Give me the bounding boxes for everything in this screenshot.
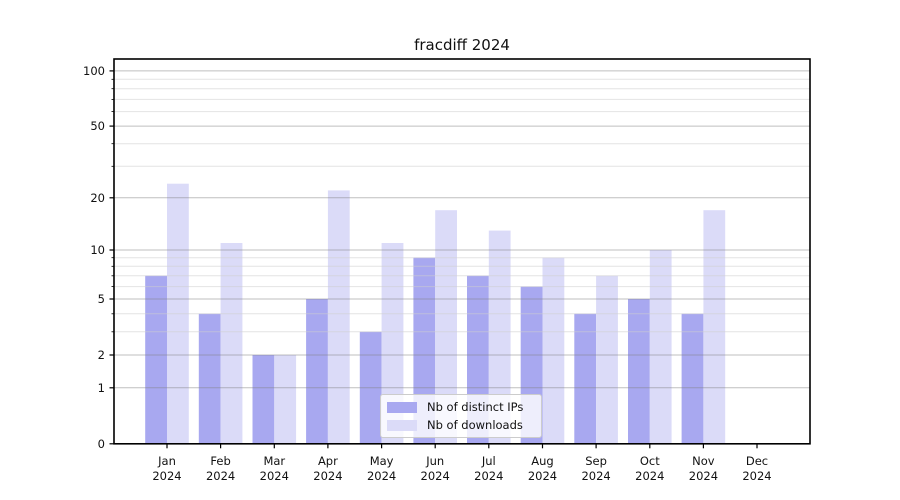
legend-label-distinct-ips: Nb of distinct IPs <box>427 400 524 414</box>
x-tick-label-year: 2024 <box>206 469 235 483</box>
y-tick-label: 1 <box>98 381 105 395</box>
y-tick-label: 2 <box>98 348 105 362</box>
x-tick-label-year: 2024 <box>689 469 718 483</box>
y-tick-label: 0 <box>98 437 105 451</box>
bar-distinct-ips-feb <box>198 313 221 444</box>
y-tick-label: 20 <box>90 191 105 205</box>
bar-distinct-ips-nov <box>681 313 704 444</box>
bar-downloads-may <box>381 243 404 444</box>
x-tick-label-month: Nov <box>692 454 715 468</box>
x-tick-label-year: 2024 <box>367 469 396 483</box>
x-tick-label-year: 2024 <box>474 469 503 483</box>
bar-downloads-nov <box>703 210 726 444</box>
x-tick-label-month: Apr <box>318 454 338 468</box>
x-tick-label-year: 2024 <box>528 469 557 483</box>
bar-downloads-mar <box>274 355 297 444</box>
bar-downloads-aug <box>542 257 565 444</box>
bar-distinct-ips-mar <box>252 355 275 444</box>
x-tick-label-year: 2024 <box>152 469 181 483</box>
x-tick-label-year: 2024 <box>742 469 771 483</box>
x-tick-label-month: Sep <box>585 454 607 468</box>
legend-entry-downloads: Nb of downloads <box>387 418 541 432</box>
x-tick-label-year: 2024 <box>635 469 664 483</box>
bar-downloads-jun <box>435 210 457 444</box>
x-tick-label-month: Aug <box>531 454 553 468</box>
chart-title: fracdiff 2024 <box>414 36 510 54</box>
bar-downloads-feb <box>220 243 243 444</box>
x-tick-label-month: Oct <box>640 454 660 468</box>
bar-downloads-oct <box>649 250 672 444</box>
x-tick-label-year: 2024 <box>421 469 450 483</box>
x-tick-label-year: 2024 <box>313 469 342 483</box>
legend-swatch-downloads <box>387 419 417 431</box>
legend: Nb of distinct IPs Nb of downloads <box>380 394 542 438</box>
bar-distinct-ips-sep <box>574 313 597 444</box>
x-tick-label-month: May <box>370 454 394 468</box>
x-tick-label-month: Jun <box>425 454 444 468</box>
y-tick-label: 50 <box>90 119 105 133</box>
bar-downloads-jul <box>488 230 511 444</box>
bar-distinct-ips-jan <box>145 275 167 444</box>
x-tick-label-month: Jul <box>481 454 496 468</box>
x-tick-label-year: 2024 <box>581 469 610 483</box>
bar-distinct-ips-apr <box>306 299 328 444</box>
x-tick-label-month: Jan <box>157 454 176 468</box>
x-tick-label-year: 2024 <box>260 469 289 483</box>
legend-swatch-distinct-ips <box>387 401 417 413</box>
y-tick-label: 100 <box>83 64 105 78</box>
x-tick-label-month: Mar <box>263 454 285 468</box>
y-tick-label: 5 <box>98 292 105 306</box>
legend-label-downloads: Nb of downloads <box>427 418 523 432</box>
plot-border <box>113 58 811 445</box>
y-tick-label: 10 <box>90 243 105 257</box>
bar-downloads-apr <box>327 190 350 444</box>
legend-entry-distinct-ips: Nb of distinct IPs <box>387 400 541 414</box>
x-tick-label-month: Feb <box>210 454 230 468</box>
bar-distinct-ips-oct <box>628 299 650 444</box>
x-tick-label-month: Dec <box>746 454 768 468</box>
bar-downloads-sep <box>596 275 618 444</box>
